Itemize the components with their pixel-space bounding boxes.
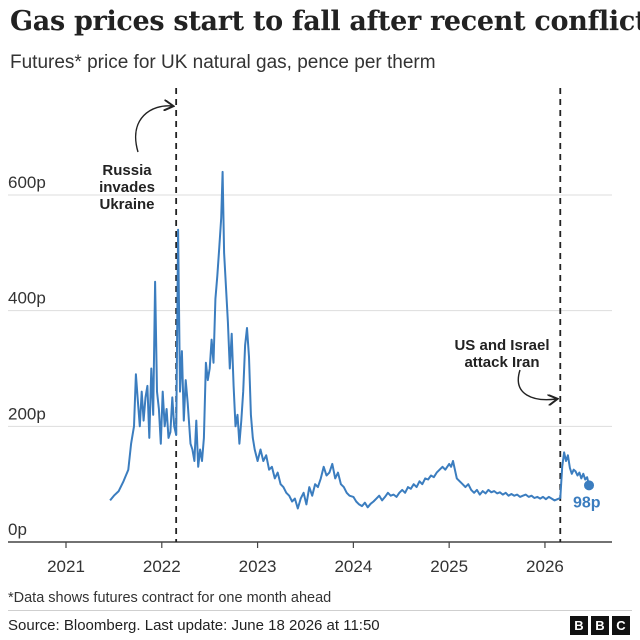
source-line: Source: Bloomberg. Last update: June 18 … — [8, 617, 380, 634]
x-tick-label: 2021 — [47, 557, 85, 576]
annotation-arrow — [135, 106, 173, 153]
chart-subtitle: Futures* price for UK natural gas, pence… — [10, 52, 436, 73]
series-layer: 98p — [109, 170, 601, 511]
chart-title: Gas prices start to fall after recent co… — [10, 6, 640, 37]
annotation-arrow — [517, 369, 556, 400]
x-axis-ticks: 2021 2022 2023 2024 2025 2026 — [47, 542, 564, 576]
y-tick-label: 600p — [8, 173, 46, 192]
event-label-line: attack Iran — [464, 354, 539, 371]
series-end-point — [584, 480, 595, 491]
footnote: *Data shows futures contract for one mon… — [8, 590, 332, 606]
x-tick-label: 2026 — [526, 557, 564, 576]
event-label-line: invades — [99, 179, 155, 196]
footer-divider — [8, 610, 632, 611]
grid-lines — [8, 194, 612, 543]
event-label-line: Russia — [102, 162, 152, 179]
y-tick-label: 400p — [8, 289, 46, 308]
x-tick-label: 2025 — [430, 557, 468, 576]
event-label-line: Ukraine — [99, 196, 154, 213]
logo-letter: B — [570, 616, 588, 635]
logo-letter: B — [591, 616, 609, 635]
x-tick-label: 2023 — [239, 557, 277, 576]
y-tick-label: 200p — [8, 404, 46, 423]
x-tick-label: 2024 — [334, 557, 372, 576]
y-tick-label: 0p — [8, 520, 27, 539]
series-line-gas-price — [109, 170, 590, 510]
y-axis-ticks: 0p 200p 400p 600p — [8, 173, 46, 539]
event-label-line: US and Israel — [454, 337, 549, 354]
logo-letter: C — [612, 616, 630, 635]
series-end-label: 98p — [573, 494, 601, 511]
x-tick-label: 2022 — [143, 557, 181, 576]
bbc-logo: B B C — [570, 616, 630, 635]
